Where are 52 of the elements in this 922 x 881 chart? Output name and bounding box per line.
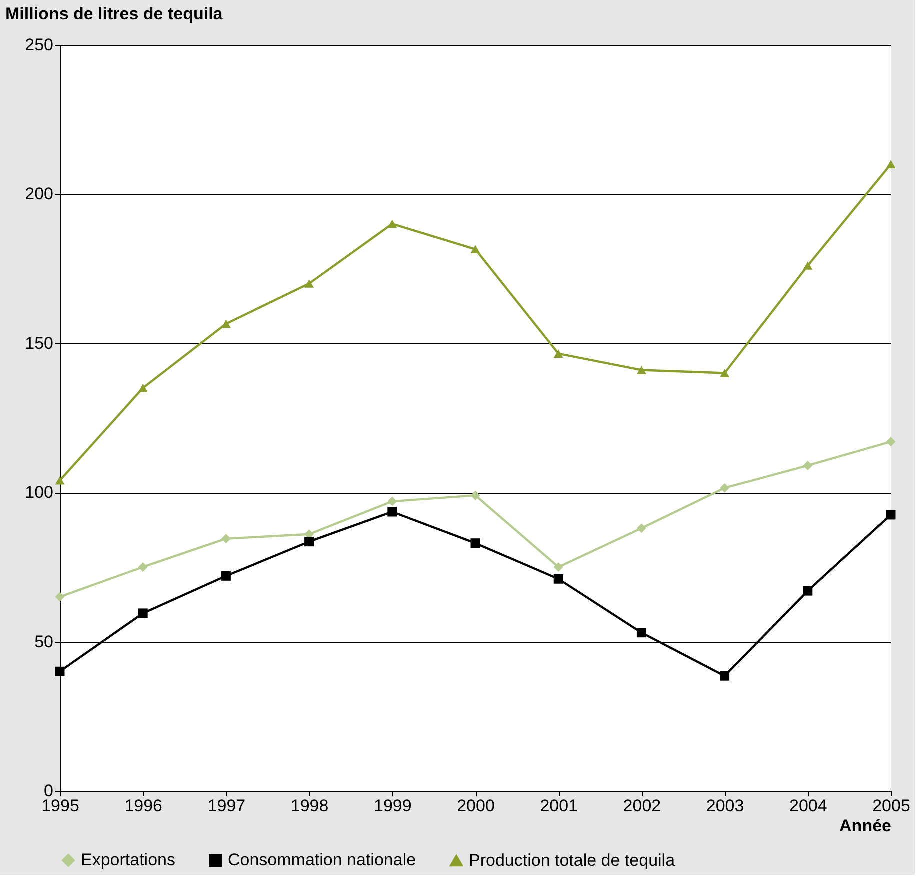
point <box>55 476 65 485</box>
point <box>55 666 65 676</box>
point <box>803 586 813 596</box>
x-tick-label: 2002 <box>623 796 662 816</box>
x-tick-label: 1998 <box>290 796 329 816</box>
point <box>886 510 896 520</box>
point <box>720 671 730 681</box>
x-axis-title: Année <box>840 816 892 836</box>
x-tick-label: 1999 <box>374 796 412 816</box>
point <box>304 537 314 547</box>
point <box>470 538 480 548</box>
point <box>388 496 398 506</box>
legend-label: Exportations <box>81 850 176 870</box>
point <box>388 507 398 517</box>
point <box>138 608 148 618</box>
point <box>55 592 65 602</box>
x-tick-label: 2001 <box>540 796 578 816</box>
point <box>803 262 813 270</box>
point <box>138 384 148 392</box>
point <box>720 369 730 378</box>
point <box>636 524 646 534</box>
y-tick-label: 50 <box>34 632 54 652</box>
x-tick-label: 1996 <box>124 796 163 816</box>
point <box>138 562 148 572</box>
x-tick-label: 2005 <box>872 796 910 816</box>
point <box>636 628 646 638</box>
x-tick-label: 2000 <box>457 796 495 816</box>
point <box>554 562 564 572</box>
legend-label: Production totale de tequila <box>469 850 676 870</box>
point <box>221 534 231 544</box>
point <box>470 245 480 254</box>
point <box>803 461 813 470</box>
y-axis-title: Millions de litres de tequila <box>6 4 224 24</box>
point <box>304 280 314 288</box>
point <box>221 571 231 581</box>
point <box>886 437 896 447</box>
point <box>720 483 730 493</box>
point <box>554 350 564 358</box>
y-tick-label: 200 <box>25 184 54 204</box>
point <box>388 220 398 228</box>
y-tick-label: 150 <box>25 334 54 353</box>
point <box>636 366 646 374</box>
x-tick-label: 2003 <box>706 796 744 816</box>
point <box>886 160 896 168</box>
point <box>221 320 231 328</box>
point <box>470 490 480 500</box>
x-tick-label: 1997 <box>208 796 246 816</box>
y-tick-label: 100 <box>25 483 54 502</box>
x-tick-label: 2004 <box>789 796 828 816</box>
legend-label: Consommation nationale <box>228 850 416 870</box>
point <box>554 574 564 584</box>
y-tick-label: 250 <box>25 36 54 54</box>
